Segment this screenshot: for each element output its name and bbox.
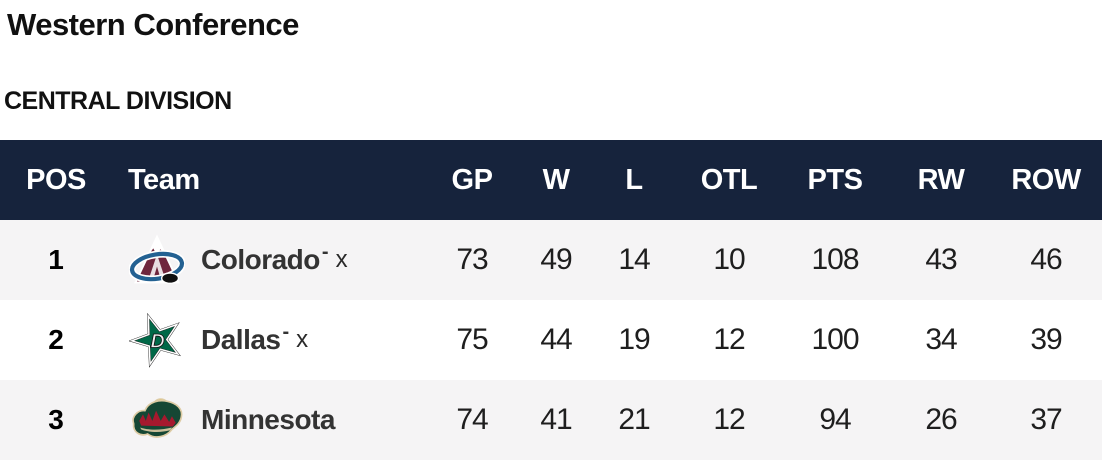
team-cell[interactable]: D Dallas - x: [112, 311, 420, 369]
stat-row: 39: [1030, 323, 1062, 356]
minnesota-wild-logo-icon: [128, 391, 186, 449]
col-header-pts[interactable]: PTS: [807, 163, 863, 196]
team-position: 1: [48, 244, 64, 275]
stat-gp: 73: [456, 243, 488, 276]
stat-w: 41: [540, 403, 572, 436]
colorado-avalanche-logo-icon: [128, 231, 186, 289]
col-header-otl[interactable]: OTL: [700, 163, 758, 196]
division-title: CENTRAL DIVISION: [4, 87, 232, 115]
stat-w: 44: [540, 323, 572, 356]
stat-pts: 108: [811, 243, 859, 276]
stat-gp: 74: [456, 403, 488, 436]
table-row: 3 Minnesota 74 41 21 12 94 26: [0, 380, 1102, 460]
col-header-l[interactable]: L: [625, 163, 643, 196]
standings-page: Western Conference CENTRAL DIVISION POS …: [0, 8, 1102, 472]
clinch-indicator: x: [335, 246, 348, 273]
svg-text:D: D: [150, 330, 164, 352]
team-name[interactable]: Minnesota: [201, 404, 335, 435]
stat-otl: 12: [713, 403, 745, 436]
clinch-marker: -: [282, 320, 290, 343]
col-header-w[interactable]: W: [542, 163, 570, 196]
stat-otl: 10: [713, 243, 745, 276]
table-row: 2 D Dallas - x 75 44 19 12 100 34 39: [0, 300, 1102, 380]
col-header-rw[interactable]: RW: [917, 163, 965, 196]
table-row: 1 Colorado - x: [0, 220, 1102, 300]
stat-otl: 12: [713, 323, 745, 356]
stat-row: 37: [1030, 403, 1062, 436]
stat-rw: 26: [925, 403, 957, 436]
team-name[interactable]: Dallas: [201, 324, 281, 355]
col-header-gp[interactable]: GP: [451, 163, 493, 196]
stat-rw: 43: [925, 243, 957, 276]
clinch-marker: -: [321, 240, 329, 263]
standings-table: POS Team GP W L OTL PTS RW ROW 1: [0, 140, 1102, 460]
clinch-indicator: x: [296, 326, 309, 353]
stat-l: 19: [618, 323, 650, 356]
table-header-row: POS Team GP W L OTL PTS RW ROW: [0, 140, 1102, 220]
col-header-pos[interactable]: POS: [26, 163, 86, 196]
stat-rw: 34: [925, 323, 957, 356]
stat-l: 14: [618, 243, 650, 276]
stat-l: 21: [618, 403, 650, 436]
dallas-stars-logo-icon: D: [128, 311, 186, 369]
conference-title: Western Conference: [7, 7, 299, 42]
stat-row: 46: [1030, 243, 1062, 276]
col-header-team[interactable]: Team: [128, 163, 200, 196]
stat-pts: 100: [811, 323, 859, 356]
team-name[interactable]: Colorado: [201, 244, 320, 275]
col-header-row[interactable]: ROW: [1011, 163, 1081, 196]
team-cell[interactable]: Minnesota: [112, 391, 420, 449]
team-position: 3: [48, 404, 64, 435]
team-position: 2: [48, 324, 64, 355]
team-cell[interactable]: Colorado - x: [112, 231, 420, 289]
stat-w: 49: [540, 243, 572, 276]
stat-gp: 75: [456, 323, 488, 356]
stat-pts: 94: [819, 403, 851, 436]
